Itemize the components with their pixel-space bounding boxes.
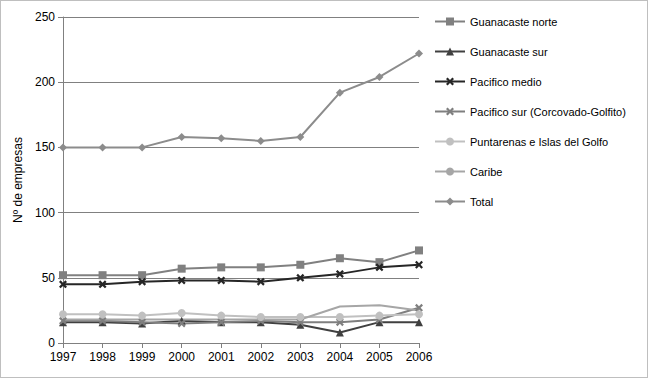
svg-text:250: 250 [35, 10, 55, 24]
svg-text:50: 50 [42, 271, 56, 285]
svg-text:2003: 2003 [287, 350, 314, 364]
svg-text:2005: 2005 [366, 350, 393, 364]
svg-text:1998: 1998 [89, 350, 116, 364]
svg-text:1999: 1999 [129, 350, 156, 364]
svg-text:200: 200 [35, 75, 55, 89]
svg-text:Puntarenas e Islas del Golfo: Puntarenas e Islas del Golfo [470, 136, 608, 148]
svg-text:2000: 2000 [168, 350, 195, 364]
svg-text:Caribe: Caribe [470, 166, 502, 178]
svg-text:0: 0 [48, 336, 55, 350]
svg-text:2004: 2004 [327, 350, 354, 364]
svg-text:Pacifico sur (Corcovado-Golfit: Pacifico sur (Corcovado-Golfito) [470, 106, 626, 118]
svg-text:2001: 2001 [208, 350, 235, 364]
svg-text:Guanacaste sur: Guanacaste sur [470, 46, 548, 58]
svg-text:100: 100 [35, 206, 55, 220]
svg-text:150: 150 [35, 140, 55, 154]
svg-text:Pacifico medio: Pacifico medio [470, 76, 542, 88]
svg-text:Total: Total [470, 196, 493, 208]
svg-text:2002: 2002 [247, 350, 274, 364]
svg-text:Nº de empresas: Nº de empresas [11, 137, 25, 223]
svg-text:Guanacaste norte: Guanacaste norte [470, 16, 557, 28]
svg-text:2006: 2006 [406, 350, 433, 364]
svg-text:1997: 1997 [50, 350, 77, 364]
